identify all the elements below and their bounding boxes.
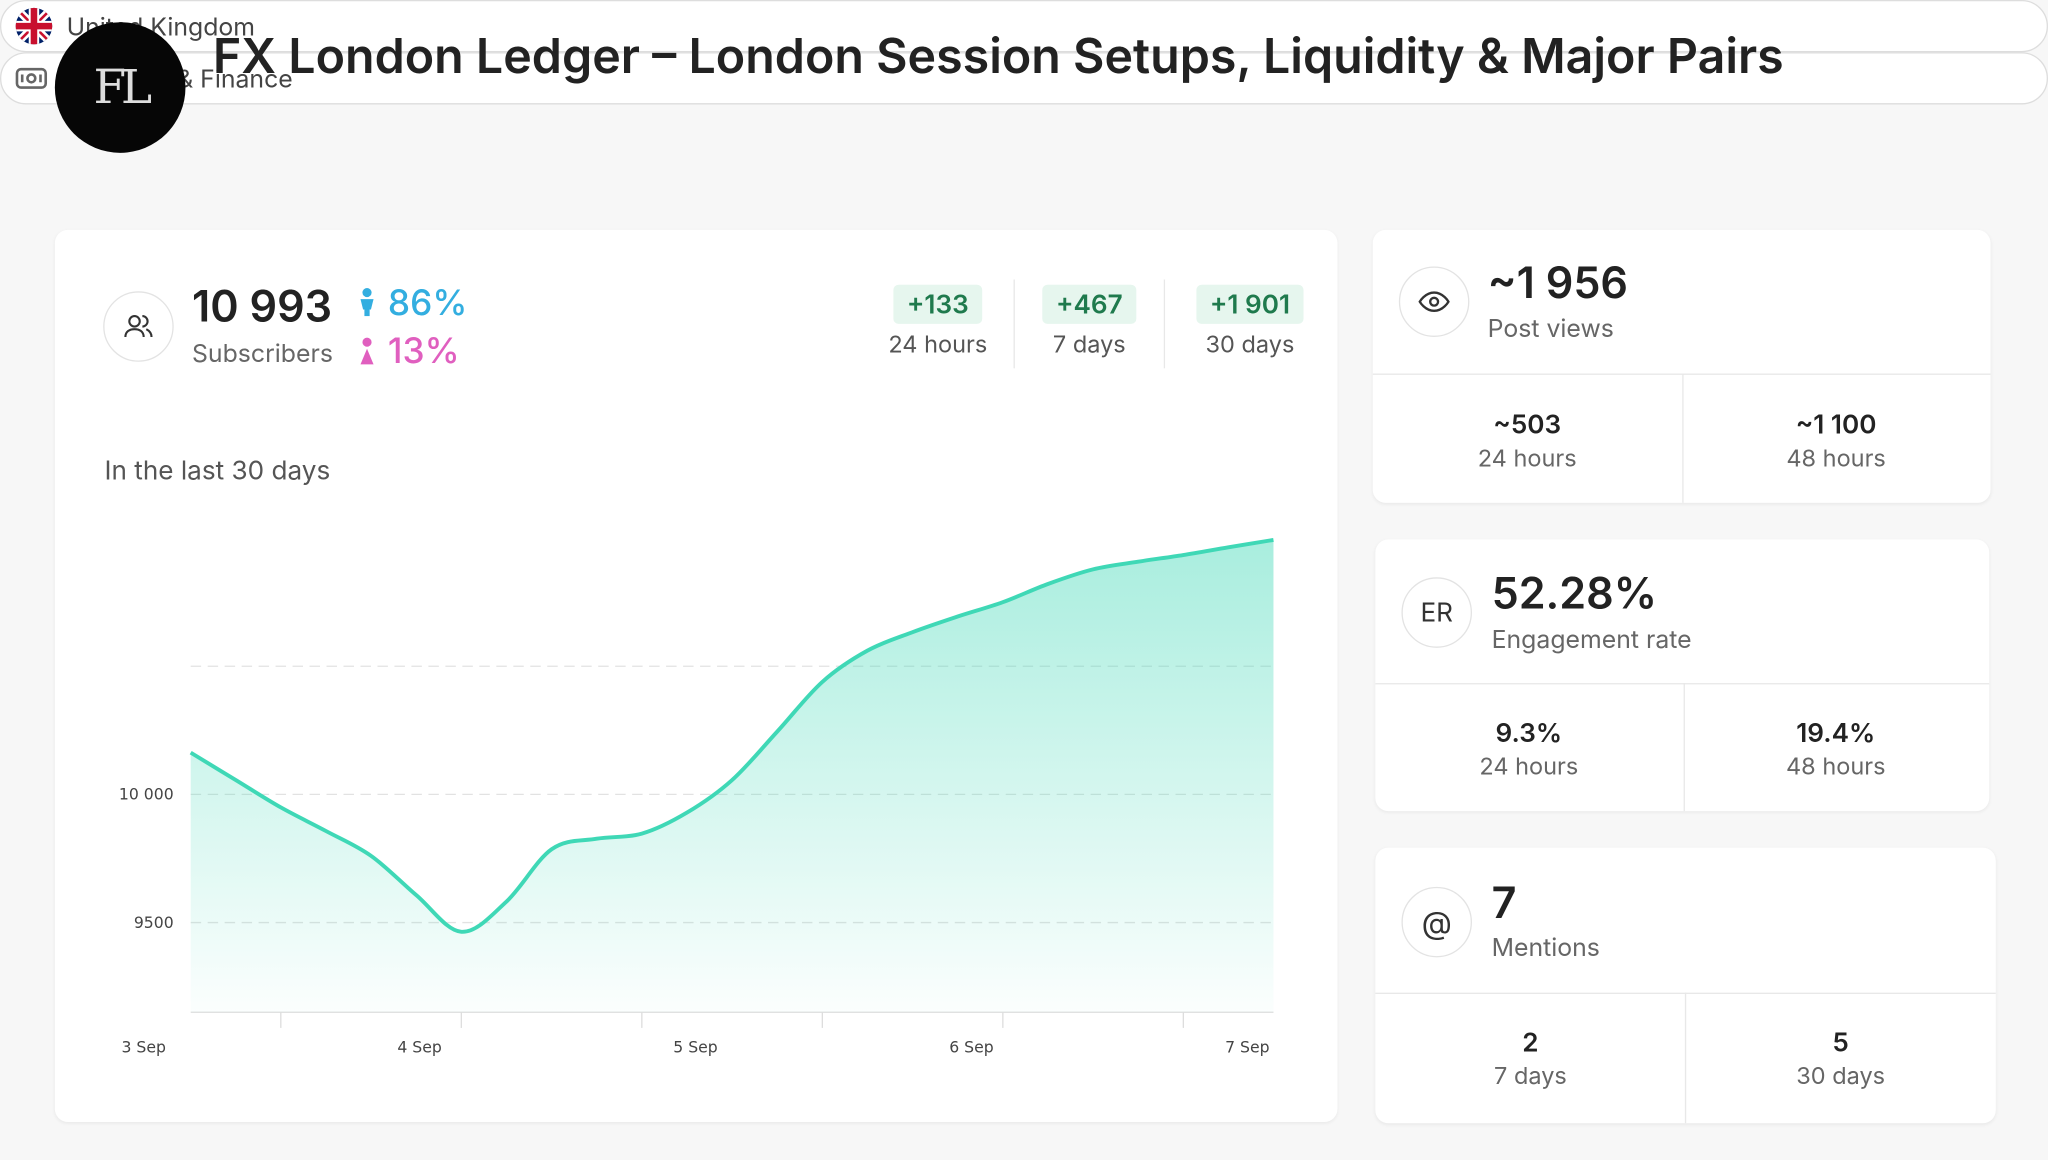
er-label: Engagement rate bbox=[1491, 624, 1692, 655]
flag-icon bbox=[15, 7, 53, 45]
growth-value: +133 bbox=[893, 284, 982, 324]
divider bbox=[1013, 279, 1015, 369]
x-tick-label: 3 Sep bbox=[121, 1038, 166, 1057]
area bbox=[190, 539, 1274, 1013]
divider bbox=[1682, 373, 1684, 503]
x-tick-label: 6 Sep bbox=[949, 1038, 994, 1057]
stat-period: 48 hours bbox=[1785, 753, 1886, 782]
divider bbox=[1375, 683, 1990, 685]
country-tag[interactable]: United Kingdom bbox=[0, 0, 2048, 53]
male-share: 86% bbox=[357, 280, 468, 324]
mention-icon: @ bbox=[1401, 886, 1472, 958]
female-share: 13% bbox=[357, 329, 460, 372]
mentions-label: Mentions bbox=[1491, 932, 1600, 963]
stat-value: 9.3% bbox=[1495, 717, 1563, 749]
x-tick-label: 4 Sep bbox=[397, 1038, 442, 1057]
y-tick-label: 10 000 bbox=[119, 785, 174, 804]
growth-value: +467 bbox=[1042, 284, 1136, 324]
divider bbox=[1684, 992, 1687, 1124]
female-percent: 13% bbox=[387, 329, 460, 373]
subscriber-label: Subscribers bbox=[191, 338, 333, 369]
y-tick-label: 9500 bbox=[134, 913, 174, 932]
stat: ~1 100 48 hours bbox=[1682, 409, 1991, 473]
views-value: ~1 956 bbox=[1487, 255, 1629, 309]
stat: 5 30 days bbox=[1686, 1027, 1996, 1091]
x-tick-label: 7 Sep bbox=[1225, 1038, 1270, 1057]
divider bbox=[1163, 279, 1166, 369]
stat: 2 7 days bbox=[1375, 1027, 1685, 1091]
er-icon: ER bbox=[1401, 577, 1472, 648]
mentions-value: 7 bbox=[1491, 876, 1517, 929]
er-card: ER 52.28% Engagement rate 9.3% 24 hours 1… bbox=[1375, 539, 1990, 812]
divider bbox=[1683, 683, 1685, 812]
male-percent: 86% bbox=[387, 280, 468, 324]
mentions-card: @ 7 Mentions 2 7 days 5 30 days bbox=[1375, 847, 1996, 1124]
stat-value: 19.4% bbox=[1796, 717, 1876, 749]
line bbox=[189, 537, 1274, 934]
avatar[interactable]: FL bbox=[54, 22, 186, 153]
growth-period: 30 days bbox=[1205, 331, 1295, 360]
channel-title: FX London Ledger – London Session Setups… bbox=[212, 26, 1784, 85]
stat-period: 7 days bbox=[1494, 1063, 1567, 1091]
stat-value: 5 bbox=[1832, 1026, 1849, 1058]
growth-value: +1 901 bbox=[1196, 284, 1304, 324]
stat: 9.3% 24 hours bbox=[1375, 717, 1682, 781]
stat-value: ~1 100 bbox=[1795, 408, 1877, 441]
logo: FL bbox=[93, 60, 152, 115]
subscriber-count: 10 993 bbox=[191, 279, 333, 332]
growth-30d: +1 901 30 days bbox=[1191, 284, 1309, 360]
money-icon bbox=[15, 67, 48, 89]
growth-24h: +133 24 hours bbox=[886, 284, 990, 360]
stat-period: 24 hours bbox=[1479, 753, 1579, 782]
stat-period: 30 days bbox=[1796, 1063, 1886, 1091]
stat-value: ~503 bbox=[1493, 408, 1562, 441]
growth-period: 7 days bbox=[1052, 331, 1126, 360]
views-label: Post views bbox=[1487, 313, 1614, 344]
growth-7d: +467 7 days bbox=[1037, 284, 1141, 360]
eye-icon bbox=[1398, 266, 1470, 337]
stat: ~503 24 hours bbox=[1373, 409, 1682, 473]
divider bbox=[1372, 373, 1991, 375]
x-tick-label: 5 Sep bbox=[673, 1038, 718, 1057]
views-card: ~1 956 Post views ~503 24 hours ~1 100 48 … bbox=[1372, 229, 1991, 503]
stat-value: 2 bbox=[1522, 1026, 1539, 1058]
stat: 19.4% 48 hours bbox=[1682, 717, 1989, 781]
growth-period: 24 hours bbox=[888, 331, 988, 360]
stat-period: 24 hours bbox=[1477, 445, 1577, 473]
users-icon bbox=[103, 291, 174, 362]
chart-title: In the last 30 days bbox=[104, 454, 331, 486]
er-value: 52.28% bbox=[1491, 566, 1658, 620]
stat-period: 48 hours bbox=[1786, 445, 1886, 473]
